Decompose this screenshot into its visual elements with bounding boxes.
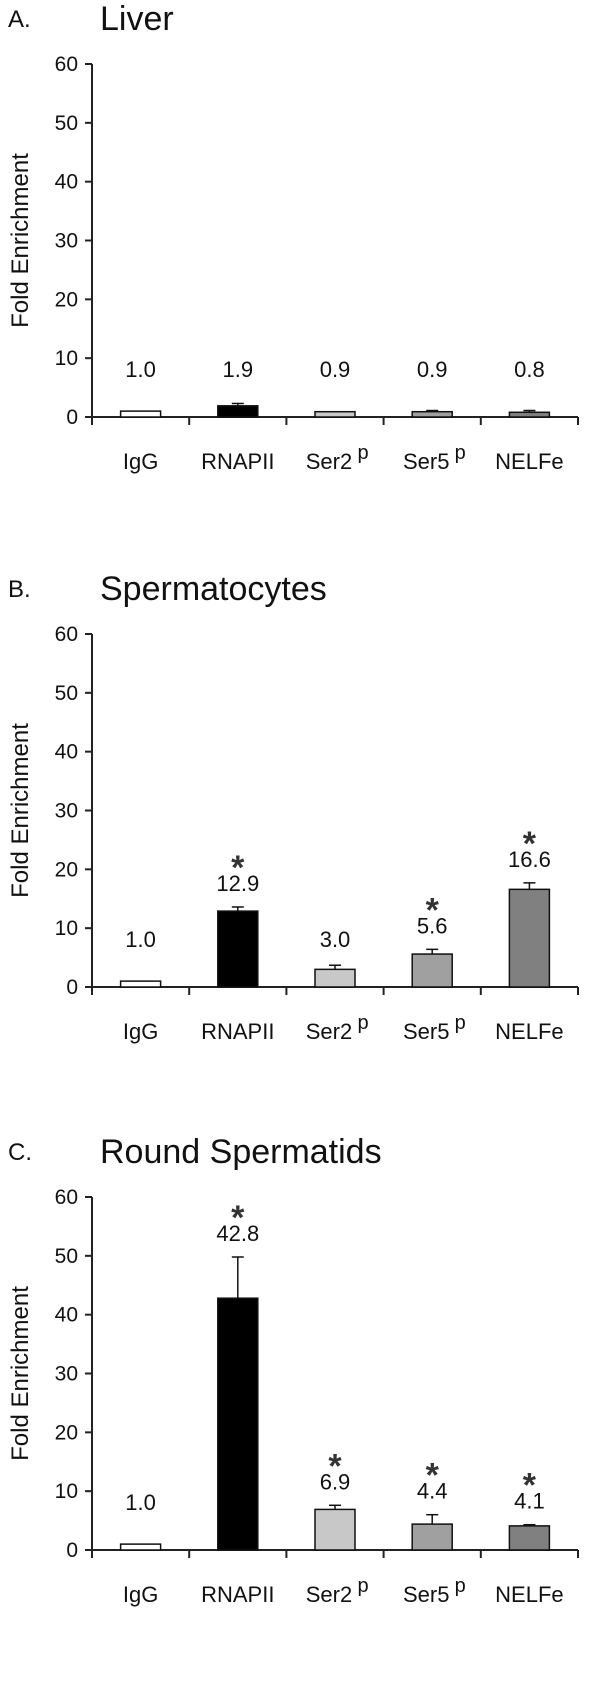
- bar: [119, 410, 162, 418]
- y-tick-label: 60: [55, 53, 78, 76]
- x-category-superscript: p: [357, 442, 368, 464]
- x-category-label: IgG: [123, 1582, 158, 1607]
- y-tick-label: 10: [55, 1480, 78, 1503]
- x-category-label: Ser5: [403, 1019, 449, 1044]
- significance-asterisk: *: [426, 891, 440, 929]
- value-label: 1.9: [223, 357, 254, 382]
- value-label: 1.0: [125, 1490, 156, 1515]
- significance-asterisk: *: [231, 849, 245, 887]
- value-label: 1.0: [125, 357, 156, 382]
- bar: [217, 405, 259, 418]
- chart-title: Liver: [100, 0, 174, 38]
- panel-letter: A.: [8, 6, 31, 33]
- significance-asterisk: *: [426, 1457, 440, 1495]
- x-category-label: NELFe: [495, 1019, 563, 1044]
- y-tick-label: 50: [55, 682, 78, 705]
- x-category-superscript: p: [455, 1575, 466, 1597]
- chart-panel-a: A. Liver Fold Enrichment 0 10 20 30 40 50 60 1.0…: [0, 0, 600, 560]
- y-tick-label: 60: [55, 623, 78, 646]
- value-label: 16.6: [508, 847, 551, 872]
- panel-letter: B.: [8, 576, 31, 603]
- y-tick-label: 10: [55, 917, 78, 940]
- bar: [508, 888, 551, 988]
- x-category-label: Ser2: [306, 449, 352, 474]
- x-category-superscript: p: [357, 1012, 368, 1034]
- chart-panel-b: B. Spermatocytes Fold Enrichment 0 10 20 30 4…: [0, 570, 600, 1130]
- x-category-label: IgG: [123, 449, 158, 474]
- y-tick-label: 50: [55, 112, 78, 135]
- y-axis-label: Fold Enrichment: [7, 153, 34, 328]
- bar: [411, 410, 453, 418]
- significance-asterisk: *: [231, 1199, 245, 1237]
- value-label: 1.0: [125, 927, 156, 952]
- x-category-superscript: p: [455, 1012, 466, 1034]
- chart-title: Round Spermatids: [100, 1133, 382, 1171]
- panel-letter: C.: [8, 1139, 32, 1166]
- bar-chart-spermatocytes: Fold Enrichment01020304050601.0IgG12.9*R…: [7, 623, 579, 1044]
- x-category-label: IgG: [123, 1019, 158, 1044]
- x-category-label: RNAPII: [201, 1582, 274, 1607]
- significance-asterisk: *: [523, 825, 537, 863]
- y-tick-label: 30: [55, 1363, 78, 1386]
- bar: [119, 1543, 162, 1551]
- bar: [508, 1525, 551, 1551]
- y-axis-label: Fold Enrichment: [7, 723, 34, 898]
- value-label: 42.8: [216, 1221, 259, 1246]
- y-tick-label: 20: [55, 288, 78, 311]
- bar: [411, 953, 453, 988]
- x-category-superscript: p: [455, 442, 466, 464]
- value-label: 4.1: [514, 1489, 545, 1514]
- x-category-label: NELFe: [495, 449, 563, 474]
- y-tick-label: 0: [66, 1539, 78, 1562]
- y-tick-label: 40: [55, 741, 78, 764]
- value-label: 5.6: [417, 913, 448, 938]
- x-category-superscript: p: [357, 1575, 368, 1597]
- bar-chart-round-spermatids: Fold Enrichment01020304050601.0IgG42.8*R…: [7, 1186, 579, 1607]
- significance-asterisk: *: [328, 1447, 342, 1485]
- bar: [217, 1297, 259, 1551]
- bar: [508, 411, 551, 418]
- chart-panel-c: C. Round Spermatids Fold Enrichment 0 10 20…: [0, 1133, 600, 1693]
- bar: [314, 1508, 356, 1551]
- significance-asterisk: *: [523, 1467, 537, 1505]
- y-tick-label: 0: [66, 976, 78, 999]
- y-tick-label: 40: [55, 1304, 78, 1327]
- value-label: 0.9: [417, 357, 448, 382]
- value-label: 0.8: [514, 357, 545, 382]
- x-category-label: Ser5: [403, 449, 449, 474]
- y-tick-label: 40: [55, 171, 78, 194]
- y-tick-label: 30: [55, 800, 78, 823]
- x-category-label: NELFe: [495, 1582, 563, 1607]
- x-category-label: RNAPII: [201, 1019, 274, 1044]
- value-label: 6.9: [320, 1469, 351, 1494]
- x-category-label: Ser2: [306, 1582, 352, 1607]
- y-tick-label: 60: [55, 1186, 78, 1209]
- value-label: 4.4: [417, 1479, 448, 1504]
- chart-title: Spermatocytes: [100, 570, 327, 608]
- x-category-label: Ser5: [403, 1582, 449, 1607]
- y-axis-label: Fold Enrichment: [7, 1286, 34, 1461]
- y-tick-label: 0: [66, 406, 78, 429]
- bar: [314, 410, 356, 418]
- bar: [217, 910, 259, 988]
- y-tick-label: 30: [55, 230, 78, 253]
- bar: [411, 1523, 453, 1551]
- y-tick-label: 20: [55, 858, 78, 881]
- value-label: 3.0: [320, 927, 351, 952]
- x-category-label: RNAPII: [201, 449, 274, 474]
- y-tick-label: 10: [55, 347, 78, 370]
- x-category-label: Ser2: [306, 1019, 352, 1044]
- y-tick-label: 50: [55, 1245, 78, 1268]
- bar: [314, 968, 356, 988]
- y-tick-label: 20: [55, 1421, 78, 1444]
- value-label: 0.9: [320, 357, 351, 382]
- bar-chart-liver: Fold Enrichment 0 10 20 30 40 50 60 1.0 IgG 1.9 RNA…: [7, 53, 579, 474]
- bar: [119, 980, 162, 988]
- value-label: 12.9: [216, 871, 259, 896]
